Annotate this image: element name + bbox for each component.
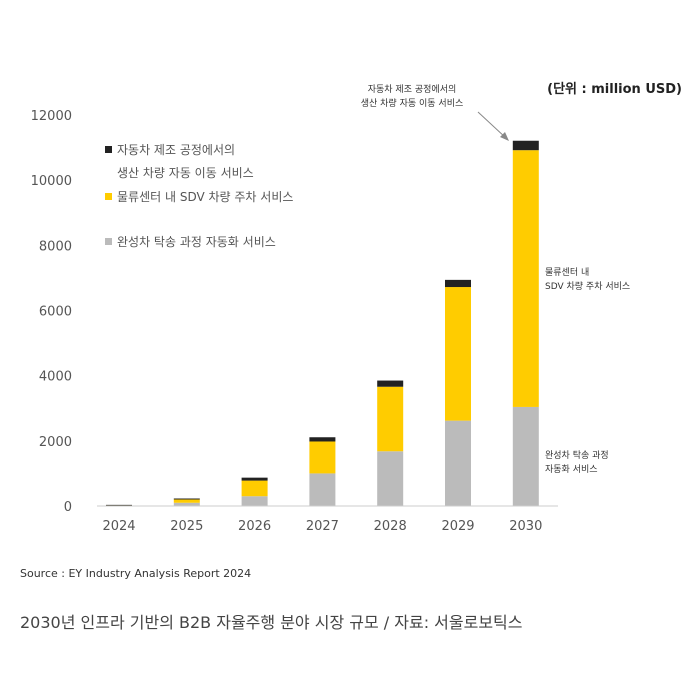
x-tick-label: 2030 <box>509 519 542 534</box>
x-tick-label: 2029 <box>441 519 474 534</box>
legend-label-delivery: 완성차 탁송 과정 자동화 서비스 <box>117 235 276 249</box>
annotation-manufacturing-line2: 생산 차량 자동 이동 서비스 <box>361 97 464 109</box>
y-tick-label: 8000 <box>39 239 72 254</box>
x-axis: 2024 2025 2026 2027 2028 2029 2030 <box>102 519 542 534</box>
annotation-arrow <box>477 111 507 139</box>
x-tick-label: 2028 <box>374 519 407 534</box>
y-tick-label: 2000 <box>39 435 72 450</box>
y-tick-label: 12000 <box>31 109 72 124</box>
annotation-parking-line1: 물류센터 내 <box>545 267 589 278</box>
bars <box>106 140 539 506</box>
annotation-parking-line2: SDV 차량 주차 서비스 <box>545 280 630 292</box>
bar-segment-parking-2030 <box>512 150 539 407</box>
caption: 2030년 인프라 기반의 B2B 자율주행 분야 시장 규모 / 자료: 서울… <box>20 613 523 632</box>
y-tick-label: 4000 <box>39 370 72 385</box>
source-note: Source : EY Industry Analysis Report 202… <box>20 567 252 580</box>
bar-segment-parking-2029 <box>445 287 471 421</box>
annotation-delivery: 완성차 탁송 과정 자동화 서비스 <box>545 449 609 475</box>
x-tick-label: 2024 <box>102 519 135 534</box>
bar-segment-manufacturing-2025 <box>173 498 200 500</box>
bar-segment-manufacturing-2024 <box>106 504 132 506</box>
bar-segment-delivery-2025 <box>173 502 200 506</box>
bar-segment-manufacturing-2028 <box>377 380 404 387</box>
bar-segment-parking-2028 <box>377 386 404 452</box>
y-tick-label: 10000 <box>31 174 72 189</box>
bar-segment-delivery-2027 <box>309 473 336 506</box>
bar-segment-delivery-2029 <box>445 420 471 506</box>
legend-swatch-parking <box>105 193 112 200</box>
bar-segment-delivery-2030 <box>512 406 539 506</box>
annotation-manufacturing-line1: 자동차 제조 공정에서의 <box>368 83 457 95</box>
bar-segment-manufacturing-2030 <box>512 140 539 151</box>
annotation-delivery-line2: 자동화 서비스 <box>545 464 598 475</box>
legend-swatch-delivery <box>105 238 112 245</box>
legend-label-parking: 물류센터 내 SDV 차량 주차 서비스 <box>117 190 293 204</box>
y-tick-label: 0 <box>64 500 72 515</box>
stacked-bar-chart: 0 2000 4000 6000 8000 10000 12000 2024 2025 2026… <box>31 81 682 534</box>
legend: 자동차 제조 공정에서의 생산 차량 자동 이동 서비스 물류센터 내 SDV … <box>105 143 293 249</box>
unit-label: (단위 : million USD) <box>547 81 682 97</box>
bar-segment-manufacturing-2027 <box>309 437 336 442</box>
y-tick-label: 6000 <box>39 305 72 320</box>
bar-segment-manufacturing-2026 <box>241 477 268 481</box>
bar-segment-delivery-2026 <box>241 496 268 506</box>
annotation-parking: 물류센터 내 SDV 차량 주차 서비스 <box>545 267 630 292</box>
legend-label-manufacturing-line2: 생산 차량 자동 이동 서비스 <box>117 166 254 180</box>
annotation-manufacturing: 자동차 제조 공정에서의 생산 차량 자동 이동 서비스 <box>361 83 509 141</box>
annotation-arrowhead <box>500 132 509 141</box>
bar-segment-parking-2025 <box>173 499 200 503</box>
y-axis: 0 2000 4000 6000 8000 10000 12000 <box>31 109 72 515</box>
legend-label-manufacturing-line1: 자동차 제조 공정에서의 <box>117 143 235 157</box>
x-tick-label: 2027 <box>306 519 339 534</box>
bar-segment-delivery-2028 <box>377 451 404 506</box>
bar-segment-manufacturing-2029 <box>445 279 471 288</box>
x-tick-label: 2025 <box>170 519 203 534</box>
annotation-delivery-line1: 완성차 탁송 과정 <box>545 449 609 461</box>
bar-segment-parking-2026 <box>241 480 268 497</box>
bar-segment-parking-2027 <box>309 441 336 474</box>
x-tick-label: 2026 <box>238 519 271 534</box>
legend-swatch-manufacturing <box>105 146 112 153</box>
